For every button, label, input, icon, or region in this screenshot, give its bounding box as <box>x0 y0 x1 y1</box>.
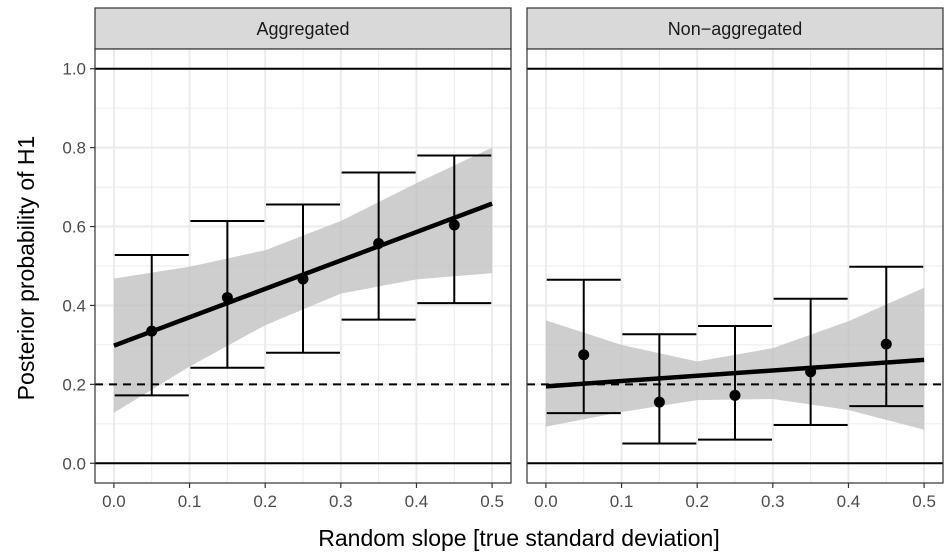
strip-label-non-aggregated: Non−aggregated <box>668 19 803 39</box>
y-tick-label: 0.0 <box>62 454 86 473</box>
data-point <box>146 325 158 337</box>
x-tick-label-non-aggregated: 0.5 <box>912 492 936 511</box>
data-point <box>578 349 590 361</box>
x-tick-label-aggregated: 0.1 <box>178 492 202 511</box>
y-tick-label: 0.6 <box>62 218 86 237</box>
x-tick-label-aggregated: 0.4 <box>405 492 429 511</box>
data-point <box>221 292 233 304</box>
data-point <box>653 396 665 408</box>
plot-area-non-aggregated <box>526 48 944 484</box>
fit-line <box>545 357 925 389</box>
y-tick-label: 0.4 <box>62 296 86 315</box>
x-tick-label-non-aggregated: 0.3 <box>761 492 785 511</box>
data-point <box>297 273 309 285</box>
x-tick-label-aggregated: 0.0 <box>102 492 126 511</box>
y-tick-label: 0.2 <box>62 375 86 394</box>
strip-non-aggregated <box>526 7 944 50</box>
y-axis-title: Posterior probability of H1 <box>13 136 39 401</box>
strip-label-aggregated: Aggregated <box>256 19 349 39</box>
x-tick-label-aggregated: 0.2 <box>253 492 277 511</box>
y-tick-label: 0.8 <box>62 139 86 158</box>
x-tick-label-non-aggregated: 0.1 <box>610 492 634 511</box>
strip-aggregated <box>94 7 512 50</box>
data-point <box>373 238 385 250</box>
data-point <box>805 366 817 378</box>
x-tick-label-non-aggregated: 0.0 <box>534 492 558 511</box>
x-tick-label-aggregated: 0.5 <box>480 492 504 511</box>
x-tick-label-non-aggregated: 0.4 <box>837 492 861 511</box>
plot-area-aggregated <box>94 48 512 484</box>
data-point <box>448 219 460 231</box>
panel-border <box>94 48 512 484</box>
panel-non-aggregated: Non−aggregated <box>526 7 944 484</box>
x-axis: 0.0 0.1 0.2 0.3 0.4 0.5 0.0 0.1 0.2 0.3 0.4 0.5 <box>102 483 936 511</box>
x-tick-label-non-aggregated: 0.2 <box>685 492 709 511</box>
x-axis-title: Random slope [true standard deviation] <box>318 525 719 551</box>
data-point <box>729 389 741 401</box>
y-axis: 0.0 0.2 0.4 0.6 0.8 1.0 <box>62 60 95 473</box>
y-tick-label: 1.0 <box>62 60 86 79</box>
panel-border <box>526 48 944 484</box>
panel-aggregated: Aggregated <box>94 7 512 484</box>
x-tick-label-aggregated: 0.3 <box>329 492 353 511</box>
data-point <box>880 338 892 350</box>
